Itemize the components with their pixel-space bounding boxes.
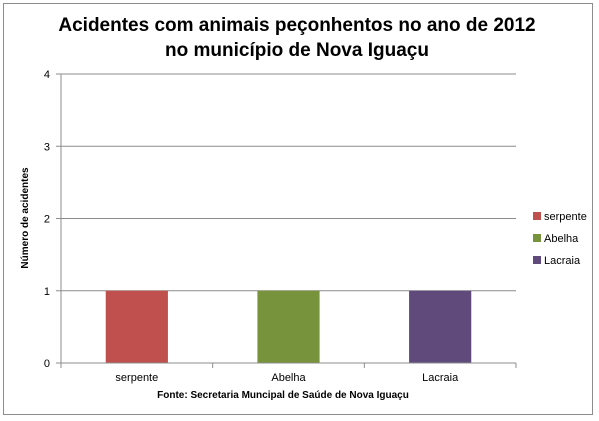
bar-abelha [257,290,320,363]
gridlines [61,73,516,292]
y-tick-label: 2 [44,214,50,226]
bar-lacraia [409,290,472,363]
x-category-label: serpente [115,372,158,384]
y-tick-label: 1 [44,286,50,298]
y-axis-label: Número de acidentes [20,167,31,269]
source-note: Fonte: Secretaria Muncipal de Saúde de N… [157,390,409,401]
bar-serpente [105,290,168,363]
y-tick-label: 3 [44,141,50,153]
chart-title-line-1: Acidentes com animais peçonhentos no ano… [58,15,535,36]
legend-swatch [533,256,541,264]
y-tick-label: 0 [44,358,50,370]
legend-swatch [533,234,541,242]
legend-entry-label: serpente [544,211,587,223]
chart-title-line-2: no município de Nova Iguaçu [165,40,429,61]
legend-swatch [533,212,541,220]
y-axis-ticks: 0 1 2 3 4 [44,69,61,370]
legend: serpente Abelha Lacraia [533,211,587,267]
legend-entry-label: Lacraia [544,255,581,267]
x-category-label: Abelha [271,372,306,384]
bars [105,290,472,363]
x-category-label: Lacraia [422,372,459,384]
y-tick-label: 4 [44,69,50,81]
legend-entry-label: Abelha [544,233,579,245]
x-axis-categories: serpente Abelha Lacraia [60,363,517,384]
